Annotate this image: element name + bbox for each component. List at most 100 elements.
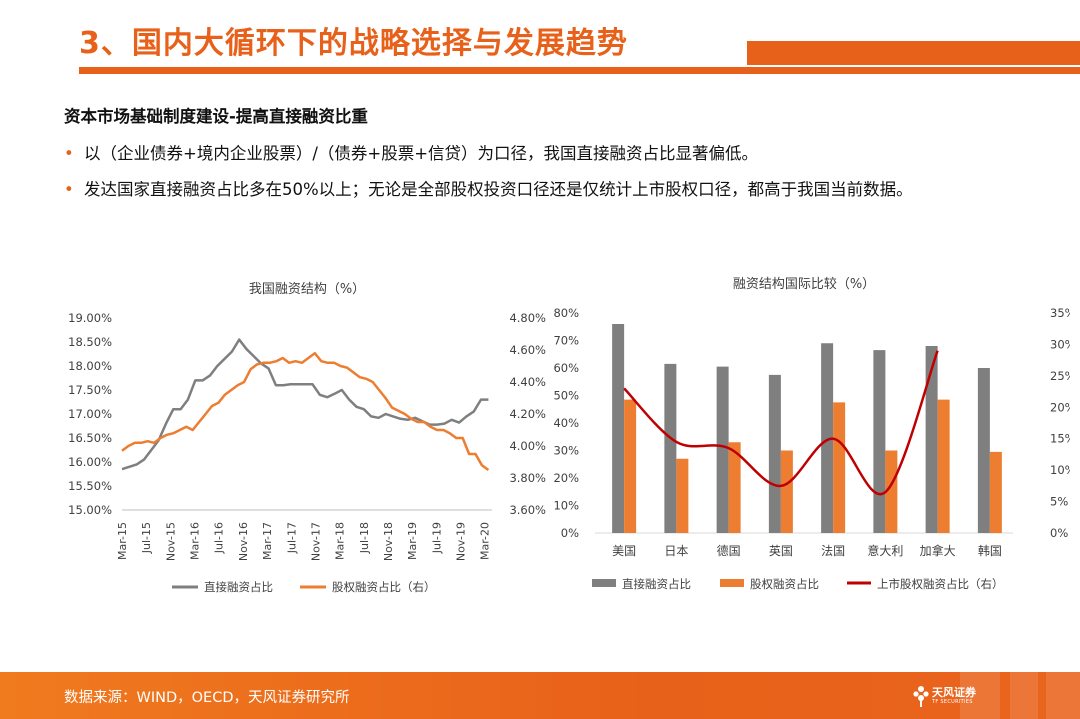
y-right-tick-label: 10% bbox=[1050, 463, 1070, 477]
y-left-tick-label: 15.00% bbox=[68, 503, 112, 517]
y-left-tick-label: 10% bbox=[553, 499, 579, 513]
y-left-tick-label: 20% bbox=[553, 471, 579, 485]
international-financing-comparison-chart: 融资结构国际比较（%） 0% 10% 20% 30% 40% 50% 60% 70% 80% 0% 5… bbox=[553, 277, 1070, 591]
y-right-tick-label: 20% bbox=[1050, 400, 1070, 414]
legend-label: 上市股权融资占比（右） bbox=[877, 577, 1004, 591]
y-left-tick-label: 50% bbox=[553, 389, 579, 403]
x-tick-label: Jul-19 bbox=[430, 522, 443, 554]
y-left-tick-label: 80% bbox=[553, 306, 579, 320]
x-tick-label: Jul-16 bbox=[213, 522, 226, 554]
x-category-label: 德国 bbox=[717, 543, 741, 558]
bar bbox=[716, 366, 729, 533]
x-tick-label: Nov-17 bbox=[309, 522, 322, 561]
section-subtitle: 资本市场基础制度建设-提高直接融资比重 bbox=[64, 107, 368, 126]
bar bbox=[728, 442, 741, 533]
y-right-tick-label: 4.40% bbox=[509, 375, 546, 389]
bar bbox=[873, 350, 886, 533]
bar bbox=[780, 450, 793, 533]
chart-title: 我国融资结构（%） bbox=[249, 282, 365, 297]
bullet-text: 发达国家直接融资占比多在50%以上；无论是全部股权投资口径还是仅统计上市股权口径… bbox=[84, 180, 913, 199]
x-category-label: 韩国 bbox=[978, 543, 1002, 558]
y-left-tick-label: 19.00% bbox=[68, 311, 112, 325]
y-right-tick-label: 25% bbox=[1050, 369, 1070, 383]
y-right-tick-label: 4.60% bbox=[509, 343, 546, 357]
y-right-tick-label: 4.20% bbox=[509, 407, 546, 421]
legend-swatch bbox=[592, 579, 616, 587]
logo-text: 天风证券 bbox=[932, 686, 976, 699]
bullet-dot: • bbox=[64, 180, 74, 199]
x-tick-label: Mar-17 bbox=[261, 522, 274, 560]
bar bbox=[612, 324, 625, 533]
title-rule bbox=[79, 67, 1080, 74]
y-right-tick-label: 4.80% bbox=[509, 311, 546, 325]
series-line bbox=[121, 351, 490, 472]
bar bbox=[977, 368, 990, 533]
bar bbox=[925, 346, 938, 533]
x-tick-label: Nov-19 bbox=[455, 522, 468, 561]
y-left-tick-label: 16.00% bbox=[68, 455, 112, 469]
x-category-label: 意大利 bbox=[867, 543, 903, 558]
y-left-tick-label: 70% bbox=[553, 334, 579, 348]
x-category-label: 日本 bbox=[664, 544, 688, 558]
y-right-tick-label: 15% bbox=[1050, 432, 1070, 446]
bar bbox=[768, 374, 781, 533]
bullet-dot: • bbox=[64, 144, 74, 163]
x-category-label: 法国 bbox=[821, 544, 845, 558]
bar bbox=[833, 402, 846, 533]
legend-label: 股权融资占比 bbox=[750, 577, 819, 591]
bullet-item: • 发达国家直接融资占比多在50%以上；无论是全部股权投资口径还是仅统计上市股权口… bbox=[64, 176, 913, 200]
bullet-item: • 以（企业债券+境内企业股票）/（债券+股票+信贷）为口径，我国直接融资占比显著… bbox=[64, 140, 758, 164]
y-right-tick-label: 3.80% bbox=[509, 471, 546, 485]
chart-title: 融资结构国际比较（%） bbox=[733, 277, 875, 292]
y-left-tick-label: 30% bbox=[553, 444, 579, 458]
logo-subtext: TF SECURITIES bbox=[932, 699, 973, 705]
footer: 数据来源：WIND，OECD，天风证券研究所 天风证券 TF SECURITIE… bbox=[0, 672, 1080, 719]
x-category-label: 英国 bbox=[769, 544, 793, 558]
logo-flower-icon bbox=[913, 686, 929, 707]
legend-label: 直接融资占比 bbox=[622, 577, 691, 591]
bullet-text: 以（企业债券+境内企业股票）/（债券+股票+信贷）为口径，我国直接融资占比显著偏… bbox=[84, 144, 759, 163]
bar bbox=[664, 363, 677, 533]
y-left-tick-label: 17.50% bbox=[68, 383, 112, 397]
y-right-tick-label: 4.00% bbox=[509, 439, 546, 453]
x-tick-label: Jul-15 bbox=[140, 522, 153, 554]
x-category-label: 美国 bbox=[612, 544, 636, 558]
legend-label: 直接融资占比 bbox=[204, 580, 273, 594]
page-title: 3、国内大循环下的战略选择与发展趋势 bbox=[79, 26, 628, 61]
x-category-label: 加拿大 bbox=[920, 543, 956, 558]
x-tick-label: Mar-16 bbox=[189, 522, 202, 560]
y-left-tick-label: 15.50% bbox=[68, 479, 112, 493]
x-tick-label: Mar-15 bbox=[116, 522, 129, 560]
y-right-tick-label: 30% bbox=[1050, 337, 1070, 351]
legend-swatch bbox=[720, 579, 744, 587]
x-tick-label: Jul-17 bbox=[285, 522, 298, 554]
y-right-tick-label: 5% bbox=[1050, 495, 1068, 509]
bar bbox=[676, 458, 689, 533]
bar bbox=[821, 343, 834, 533]
bar bbox=[624, 399, 637, 533]
y-left-tick-label: 18.50% bbox=[68, 335, 112, 349]
bar bbox=[937, 399, 950, 533]
y-left-tick-label: 40% bbox=[553, 416, 579, 430]
y-right-tick-label: 3.60% bbox=[509, 503, 546, 517]
legend-label: 股权融资占比（右） bbox=[332, 580, 436, 594]
y-left-tick-label: 0% bbox=[561, 526, 579, 540]
x-tick-label: Nov-18 bbox=[382, 522, 395, 561]
y-right-tick-label: 0% bbox=[1050, 526, 1068, 540]
china-financing-structure-chart: 我国融资结构（%） 15.00% 15.50% 16.00% 16.50% 17.00% 1… bbox=[68, 282, 546, 594]
data-source: 数据来源：WIND，OECD，天风证券研究所 bbox=[64, 690, 350, 706]
y-right-tick-label: 35% bbox=[1050, 306, 1070, 320]
x-tick-label: Nov-16 bbox=[237, 522, 250, 561]
y-left-tick-label: 17.00% bbox=[68, 407, 112, 421]
x-tick-label: Mar-19 bbox=[406, 522, 419, 560]
y-left-tick-label: 16.50% bbox=[68, 431, 112, 445]
bar bbox=[989, 451, 1002, 533]
bar bbox=[885, 450, 898, 533]
company-logo: 天风证券 TF SECURITIES bbox=[912, 682, 976, 710]
y-left-tick-label: 60% bbox=[553, 361, 579, 375]
x-tick-label: Jul-18 bbox=[358, 522, 371, 554]
title-accent-bar bbox=[747, 41, 1080, 65]
x-tick-label: Mar-18 bbox=[334, 522, 347, 560]
x-tick-label: Mar-20 bbox=[479, 522, 492, 560]
y-left-tick-label: 18.00% bbox=[68, 359, 112, 373]
